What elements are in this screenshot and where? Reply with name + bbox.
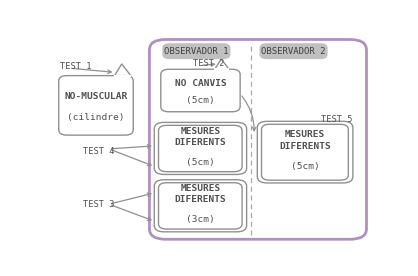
- FancyBboxPatch shape: [158, 125, 242, 172]
- Text: MESURES
DIFERENTS: MESURES DIFERENTS: [174, 127, 226, 147]
- Text: TEST 3: TEST 3: [83, 200, 115, 209]
- FancyBboxPatch shape: [59, 76, 133, 135]
- Text: NO CANVIS: NO CANVIS: [175, 79, 226, 88]
- Text: (3cm): (3cm): [186, 215, 215, 224]
- Text: OBSERVADOR 1: OBSERVADOR 1: [164, 47, 229, 56]
- FancyBboxPatch shape: [154, 180, 247, 232]
- FancyBboxPatch shape: [262, 124, 348, 180]
- Text: TEST 2: TEST 2: [193, 59, 224, 68]
- Polygon shape: [215, 59, 229, 69]
- FancyBboxPatch shape: [260, 43, 328, 59]
- Text: (cilindre): (cilindre): [67, 113, 125, 122]
- FancyBboxPatch shape: [150, 39, 367, 239]
- Text: (5cm): (5cm): [186, 158, 215, 167]
- Text: TEST 4: TEST 4: [83, 147, 115, 156]
- FancyBboxPatch shape: [161, 69, 240, 112]
- Text: MESURES
DIFERENTS: MESURES DIFERENTS: [174, 184, 226, 204]
- Text: TEST 5: TEST 5: [321, 115, 353, 124]
- Text: (5cm): (5cm): [186, 96, 215, 105]
- Text: OBSERVADOR 2: OBSERVADOR 2: [261, 47, 326, 56]
- FancyBboxPatch shape: [162, 43, 230, 59]
- FancyBboxPatch shape: [154, 122, 247, 174]
- Text: NO-MUSCULAR: NO-MUSCULAR: [64, 92, 127, 101]
- FancyBboxPatch shape: [158, 183, 242, 229]
- FancyBboxPatch shape: [257, 121, 353, 183]
- Text: TEST 1: TEST 1: [60, 62, 92, 71]
- Text: (5cm): (5cm): [291, 161, 319, 171]
- Text: MESURES
DIFERENTS: MESURES DIFERENTS: [279, 131, 331, 151]
- Polygon shape: [115, 64, 131, 76]
